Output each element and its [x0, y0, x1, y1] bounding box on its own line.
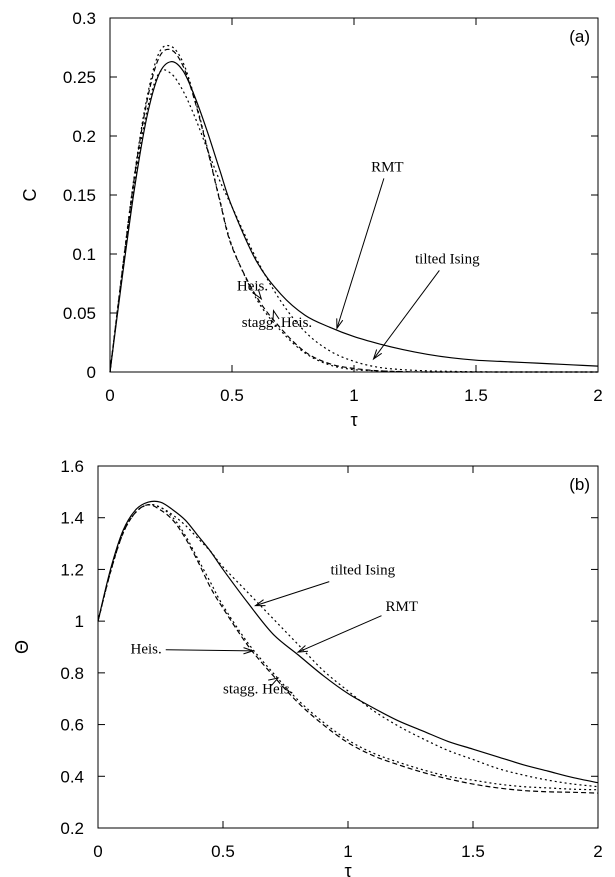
- y-axis-title: Θ: [12, 640, 32, 654]
- y-tick-label: 0.2: [72, 127, 96, 146]
- series-stagg-heis-line: [97, 503, 599, 791]
- arrowhead: [243, 647, 255, 655]
- x-tick-label: 1.5: [464, 386, 488, 405]
- annotation-label: tilted Ising: [415, 251, 480, 267]
- annotation-label: RMT: [371, 159, 404, 175]
- x-tick-label: 1.5: [461, 842, 485, 861]
- annotation-label: RMT: [386, 599, 419, 615]
- y-tick-label: 0.4: [60, 767, 84, 786]
- y-tick-label: 1.2: [60, 560, 84, 579]
- x-tick-label: 2: [593, 386, 602, 405]
- series-tilted-ising-line: [97, 503, 599, 788]
- arrowhead: [253, 599, 266, 607]
- annotation-label: Heis.: [131, 641, 162, 657]
- arrowhead: [272, 309, 280, 321]
- y-tick-label: 0: [87, 363, 96, 382]
- y-axis-title: C: [20, 189, 40, 202]
- annotation-arrow: [255, 581, 330, 607]
- arrowhead: [268, 677, 280, 686]
- arrowhead: [296, 645, 309, 653]
- annotation-arrow: [373, 270, 440, 360]
- annotation-arrow: [165, 649, 254, 652]
- arrowhead: [252, 289, 263, 301]
- series-heis-line: [109, 48, 598, 373]
- y-tick-label: 0.6: [60, 716, 84, 735]
- annotation-arrow: [297, 615, 382, 653]
- x-tick-label: 0: [93, 842, 102, 861]
- annotation-label: tilted Ising: [331, 563, 396, 579]
- x-tick-label: 0.5: [211, 842, 235, 861]
- y-tick-label: 0.1: [72, 245, 96, 264]
- y-tick-label: 0.8: [60, 664, 84, 683]
- annotation-label: stagg. Heis.: [223, 682, 293, 698]
- y-tick-label: 1.4: [60, 509, 84, 528]
- y-tick-label: 0.15: [63, 186, 96, 205]
- y-tick-label: 0.2: [60, 819, 84, 838]
- x-tick-label: 1: [349, 386, 358, 405]
- series-rmt-line: [97, 500, 599, 784]
- series-stagg-heis-line: [109, 44, 598, 373]
- y-tick-label: 0.25: [63, 68, 96, 87]
- x-tick-label: 2: [593, 842, 602, 861]
- arrowhead: [336, 318, 344, 330]
- annotation-arrow: [336, 178, 385, 329]
- panel-label: (a): [569, 27, 590, 46]
- x-axis-title: τ: [350, 410, 357, 430]
- y-tick-label: 1: [75, 612, 84, 631]
- series-rmt-line: [109, 61, 599, 373]
- series-tilted-ising-line: [109, 69, 598, 373]
- y-tick-label: 0.3: [72, 9, 96, 28]
- x-tick-label: 0.5: [220, 386, 244, 405]
- x-tick-label: 1: [343, 842, 352, 861]
- panel-b: 0 0.5 1 1.5 2 0.2 0.4 0.6 0.8 1 1.2 1.4 1.6 τ Θ (b) tilt…: [12, 457, 603, 877]
- y-tick-label: 1.6: [60, 457, 84, 476]
- panel-label: (b): [569, 475, 590, 494]
- panel-a: 0 0.5 1 1.5 2 0 0.05 0.1 0.15 0.2 0.25 0.3 τ C (a) RMT t…: [20, 9, 603, 430]
- y-tick-label: 0.05: [63, 304, 96, 323]
- x-axis-title: τ: [344, 861, 351, 877]
- x-tick-label: 0: [105, 386, 114, 405]
- annotation-label: Heis.: [237, 279, 268, 295]
- annotation-label: stagg. Heis.: [242, 315, 312, 331]
- series-heis-line: [97, 504, 599, 794]
- arrowhead: [372, 349, 382, 361]
